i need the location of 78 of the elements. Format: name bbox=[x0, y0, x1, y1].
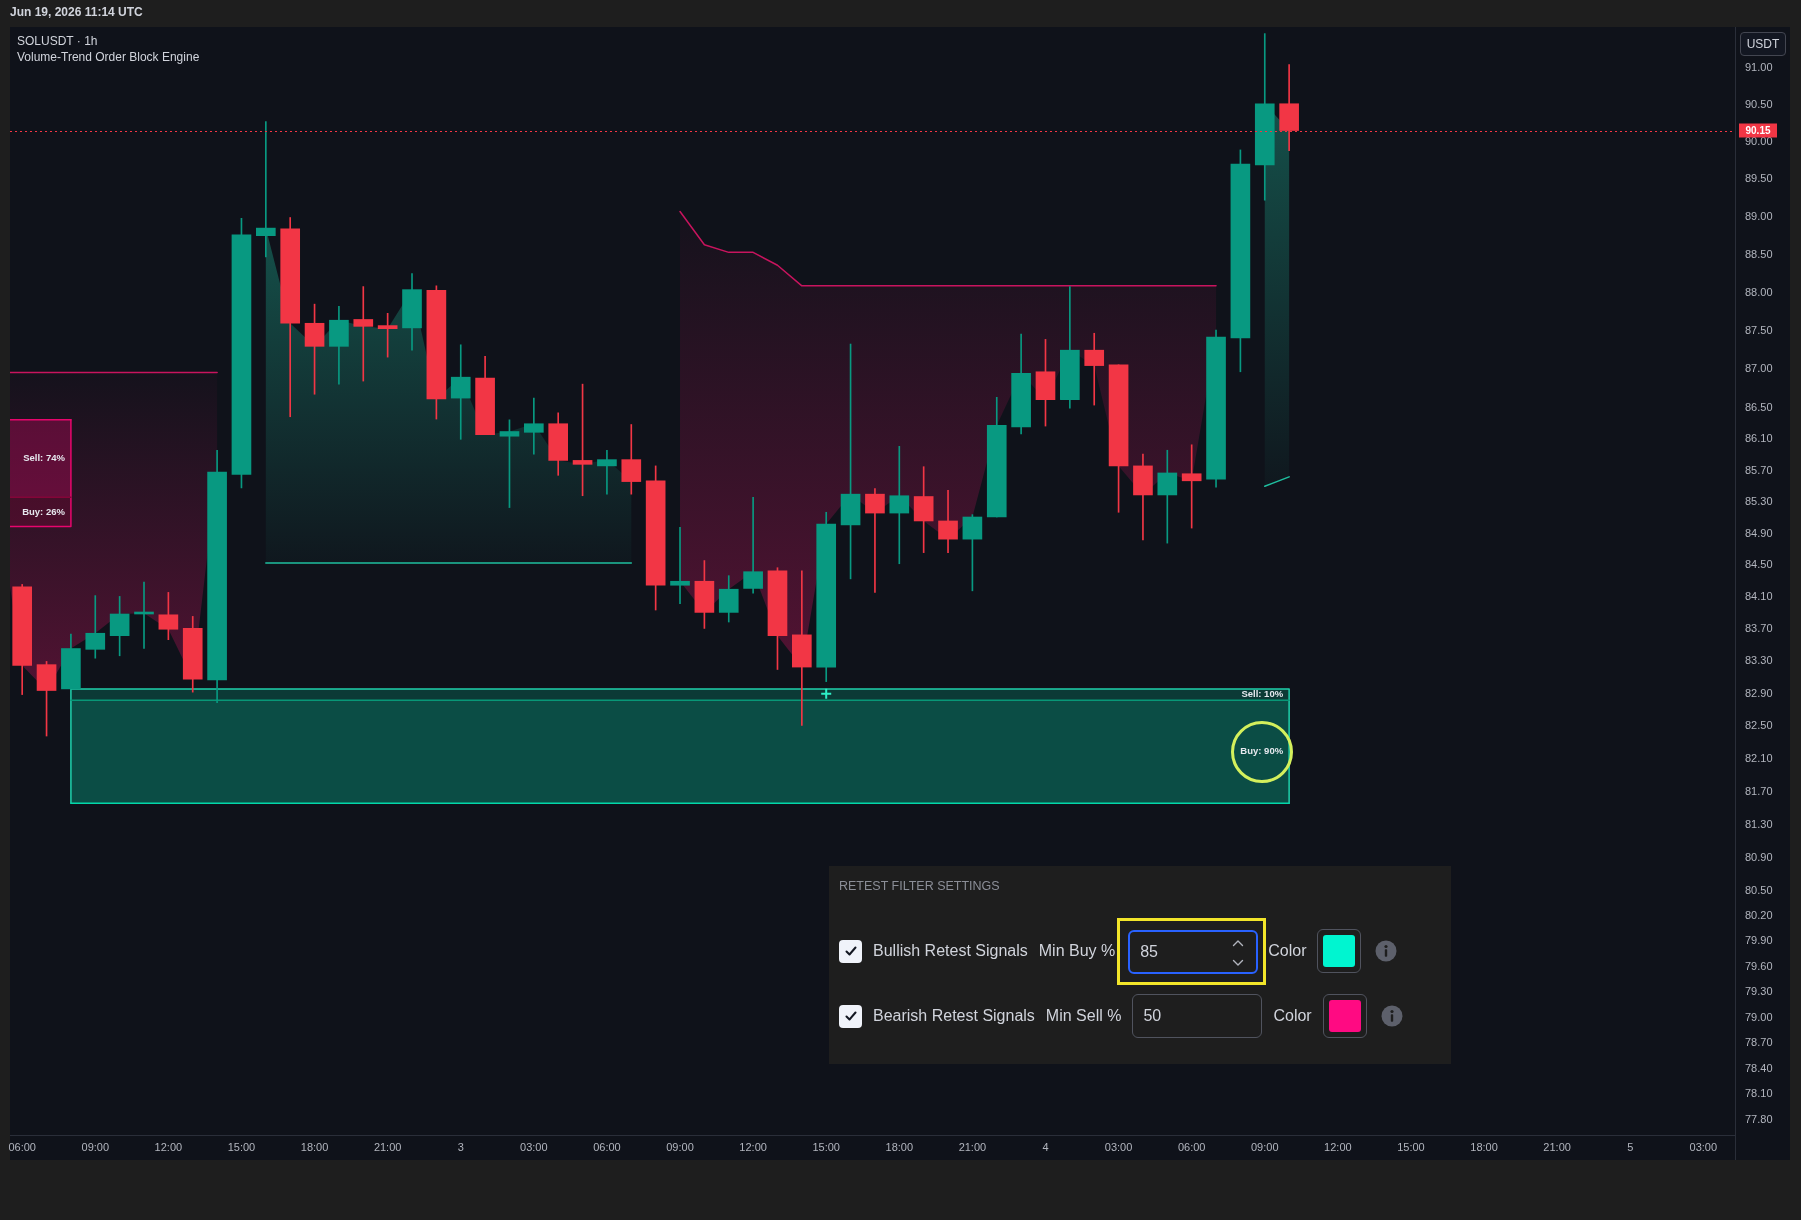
ref-line-label: 90.15 bbox=[1745, 124, 1771, 136]
y-tick-label: 89.50 bbox=[1745, 172, 1773, 185]
text: Jun 19, 2026 11:14 UTC bbox=[10, 5, 143, 20]
text: Volume-Trend Order Block Engine bbox=[17, 50, 200, 65]
x-tick-label: 12:00 bbox=[1324, 1140, 1352, 1153]
y-tick-label: 90.00 bbox=[1745, 134, 1773, 147]
x-tick-label: 18:00 bbox=[885, 1140, 914, 1153]
y-tick-label: 86.10 bbox=[1745, 432, 1773, 445]
y-tick-label: 81.30 bbox=[1745, 817, 1773, 830]
y-tick-label: 79.00 bbox=[1745, 1010, 1773, 1023]
x-tick-label: 5 bbox=[1627, 1140, 1634, 1153]
x-tick-label: 06:00 bbox=[1177, 1140, 1206, 1153]
y-tick-label: 79.30 bbox=[1745, 985, 1773, 998]
y-tick-label: 88.00 bbox=[1745, 285, 1773, 298]
x-tick-label: 21:00 bbox=[958, 1140, 987, 1153]
x-tick-label: 15:00 bbox=[812, 1140, 840, 1153]
annotation: Buy: 90% bbox=[1240, 745, 1284, 757]
x-tick-label: 12:00 bbox=[154, 1140, 183, 1153]
y-tick-label: 85.70 bbox=[1745, 463, 1773, 476]
x-tick-label: 4 bbox=[1042, 1140, 1049, 1153]
y-tick-label: 80.90 bbox=[1745, 850, 1773, 863]
y-tick-label: 91.00 bbox=[1745, 60, 1773, 73]
text: SOLUSDT · 1h bbox=[17, 34, 98, 49]
x-tick-label: 3 bbox=[457, 1140, 464, 1153]
x-tick-label: 09:00 bbox=[81, 1140, 110, 1153]
x-tick-label: 21:00 bbox=[373, 1140, 402, 1153]
y-tick-label: 83.70 bbox=[1745, 622, 1773, 635]
y-tick-label: 87.00 bbox=[1745, 362, 1773, 375]
x-tick-label: 09:00 bbox=[666, 1140, 694, 1153]
y-tick-label: 80.20 bbox=[1745, 909, 1773, 922]
y-tick-label: 85.30 bbox=[1745, 495, 1773, 508]
x-tick-label: 15:00 bbox=[1397, 1140, 1425, 1153]
annotation: Color bbox=[1268, 942, 1307, 960]
annotation: Sell: 74% bbox=[23, 452, 66, 464]
y-tick-label: 87.50 bbox=[1745, 323, 1773, 336]
y-tick-label: 79.90 bbox=[1745, 934, 1773, 947]
annotation: Min Buy % bbox=[1038, 942, 1116, 960]
y-tick-label: 81.70 bbox=[1745, 784, 1773, 797]
y-tick-label: 84.10 bbox=[1745, 590, 1773, 603]
y-axis-title: USDT bbox=[1740, 32, 1786, 56]
y-tick-label: 82.10 bbox=[1745, 751, 1773, 764]
y-tick-label: 84.50 bbox=[1745, 558, 1773, 571]
annotation: Sell: 10% bbox=[1241, 688, 1284, 700]
x-tick-label: 18:00 bbox=[1470, 1140, 1498, 1153]
y-tick-label: 79.60 bbox=[1745, 959, 1773, 972]
x-tick-label: 06:00 bbox=[8, 1140, 36, 1153]
x-tick-label: 03:00 bbox=[1104, 1140, 1133, 1153]
annotation: Bearish Retest Signals bbox=[873, 1007, 1035, 1025]
x-tick-label: 03:00 bbox=[1689, 1140, 1718, 1153]
input-field: 50 bbox=[1132, 994, 1263, 1038]
y-tick-label: 82.50 bbox=[1745, 719, 1773, 732]
y-tick-label: 89.00 bbox=[1745, 209, 1773, 222]
x-tick-label: 09:00 bbox=[1251, 1140, 1279, 1153]
x-tick-label: 15:00 bbox=[227, 1140, 256, 1153]
y-tick-label: 88.50 bbox=[1745, 247, 1773, 260]
y-tick-label: 90.50 bbox=[1745, 97, 1773, 110]
y-tick-label: 82.90 bbox=[1745, 686, 1773, 699]
annotation: 85 bbox=[1140, 942, 1159, 961]
annotation: Buy: 26% bbox=[22, 505, 66, 517]
x-tick-label: 21:00 bbox=[1543, 1140, 1571, 1153]
input-field: 85 bbox=[1128, 929, 1259, 974]
annotation: Bullish Retest Signals bbox=[873, 942, 1028, 960]
x-tick-label: 03:00 bbox=[520, 1140, 548, 1153]
annotation: Color bbox=[1273, 1007, 1312, 1025]
y-tick-label: 78.40 bbox=[1745, 1061, 1773, 1074]
y-tick-label: 86.50 bbox=[1745, 401, 1773, 414]
y-tick-label: 77.80 bbox=[1745, 1113, 1773, 1126]
x-tick-label: 12:00 bbox=[739, 1140, 767, 1153]
text: RETEST FILTER SETTINGS bbox=[839, 878, 1000, 894]
y-tick-label: 78.10 bbox=[1745, 1087, 1773, 1100]
y-tick-label: 83.30 bbox=[1745, 654, 1773, 667]
annotation: 50 bbox=[1143, 1007, 1162, 1025]
x-tick-label: 06:00 bbox=[593, 1140, 621, 1153]
y-tick-label: 84.90 bbox=[1745, 526, 1773, 539]
y-tick-label: 78.70 bbox=[1745, 1036, 1773, 1049]
annotation: Min Sell % bbox=[1045, 1007, 1122, 1025]
y-tick-label: 80.50 bbox=[1745, 884, 1773, 897]
x-tick-label: 18:00 bbox=[300, 1140, 329, 1153]
